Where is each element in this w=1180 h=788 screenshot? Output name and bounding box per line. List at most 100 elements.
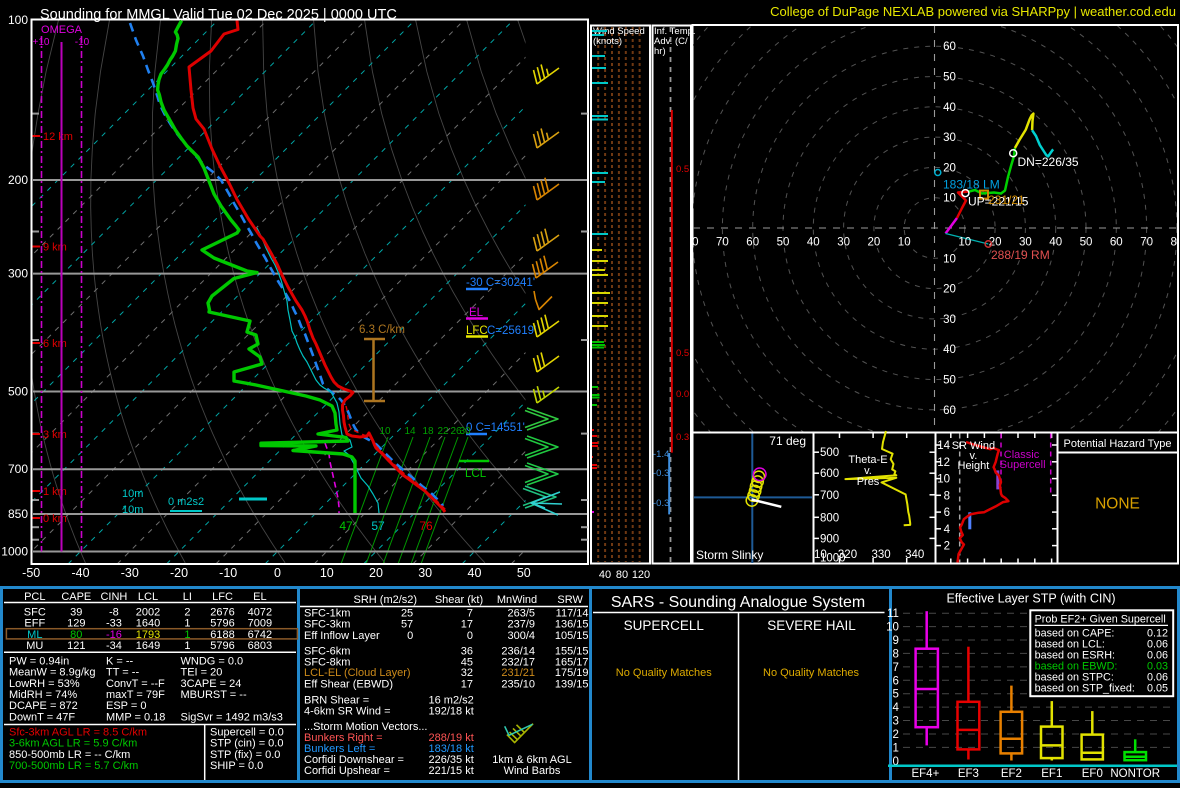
svg-text:-33: -33	[106, 618, 122, 630]
svg-text:SUPERCELL: SUPERCELL	[624, 618, 705, 633]
svg-text:7009: 7009	[248, 618, 272, 630]
svg-text:320: 320	[838, 549, 857, 561]
svg-text:14: 14	[404, 426, 416, 437]
svg-text:50: 50	[517, 566, 531, 580]
svg-text:18: 18	[422, 426, 434, 437]
svg-text:40: 40	[599, 569, 611, 581]
svg-text:SigSvr = 1492 m3/s3: SigSvr = 1492 m3/s3	[181, 711, 283, 723]
svg-text:10: 10	[958, 237, 971, 249]
svg-text:Sfc-3km AGL LR = 8.5 C/km: Sfc-3km AGL LR = 8.5 C/km	[9, 727, 147, 739]
svg-text:LFC: LFC	[212, 591, 233, 603]
svg-text:40: 40	[943, 102, 956, 114]
svg-text:SRH (m2/s2): SRH (m2/s2)	[354, 594, 418, 606]
svg-text:50: 50	[943, 375, 956, 387]
svg-text:10: 10	[898, 237, 911, 249]
svg-text:Eff Inflow Layer: Eff Inflow Layer	[304, 630, 380, 642]
svg-text:1000: 1000	[1, 545, 28, 559]
svg-text:6: 6	[892, 675, 898, 687]
svg-text:70: 70	[716, 237, 729, 249]
svg-text:Shear (kt): Shear (kt)	[435, 594, 483, 606]
svg-text:5796: 5796	[210, 618, 234, 630]
svg-text:10: 10	[320, 566, 334, 580]
svg-text:47: 47	[339, 519, 353, 533]
svg-text:NONE: NONE	[1095, 496, 1140, 513]
svg-text:0.05: 0.05	[1147, 682, 1168, 694]
svg-text:10m: 10m	[122, 504, 143, 516]
svg-text:Storm Slinky: Storm Slinky	[696, 548, 763, 562]
svg-text:57: 57	[401, 619, 413, 631]
svg-text:192/18 kt: 192/18 kt	[429, 705, 474, 717]
svg-text:0.5: 0.5	[676, 164, 689, 175]
svg-text:LCL-EL (Cloud Layer): LCL-EL (Cloud Layer)	[304, 667, 411, 679]
svg-text:11: 11	[887, 608, 899, 620]
svg-text:-50: -50	[22, 566, 40, 580]
svg-text:700: 700	[820, 490, 839, 502]
svg-text:Corfidi Upshear =: Corfidi Upshear =	[304, 765, 390, 777]
svg-text:4: 4	[892, 702, 899, 714]
svg-text:Sounding for MMGL Valid Tue 0: Sounding for MMGL Valid Tue 02 Dec 2025 …	[40, 7, 397, 23]
svg-text:221/15 kt: 221/15 kt	[429, 765, 474, 777]
svg-text:4: 4	[944, 524, 951, 536]
svg-text:-34: -34	[106, 640, 122, 652]
svg-text:700-500mb LR = 5.7 C/km: 700-500mb LR = 5.7 C/km	[9, 760, 138, 772]
svg-text:-30: -30	[121, 566, 139, 580]
svg-text:850: 850	[8, 507, 28, 521]
svg-text:231/21: 231/21	[988, 193, 1025, 207]
svg-text:8: 8	[892, 648, 898, 660]
svg-text:3-6km AGL LR = 5.9 C/km: 3-6km AGL LR = 5.9 C/km	[9, 738, 137, 750]
svg-text:5796: 5796	[210, 640, 234, 652]
svg-text:10: 10	[943, 193, 956, 205]
svg-text:Bunkers Left =: Bunkers Left =	[304, 743, 375, 755]
svg-text:70: 70	[1140, 237, 1153, 249]
svg-text:DN=226/35: DN=226/35	[1018, 155, 1079, 169]
svg-text:LI: LI	[183, 591, 192, 603]
svg-text:SARS - Sounding Analogue Syste: SARS - Sounding Analogue System	[611, 594, 865, 611]
svg-text:80: 80	[616, 569, 628, 581]
svg-text:-0.3: -0.3	[653, 468, 669, 479]
svg-text:TEI = 20: TEI = 20	[181, 667, 223, 679]
svg-text:6: 6	[944, 507, 950, 519]
svg-text:30: 30	[837, 237, 850, 249]
svg-text:40: 40	[807, 237, 820, 249]
svg-text:0 km: 0 km	[43, 513, 67, 525]
svg-text:1640: 1640	[136, 618, 160, 630]
svg-text:EF2: EF2	[1001, 768, 1022, 780]
svg-text:+10: +10	[33, 37, 50, 48]
svg-text:0 m2s2: 0 m2s2	[168, 496, 204, 508]
svg-text:50: 50	[777, 237, 790, 249]
svg-text:105/15: 105/15	[555, 630, 589, 642]
svg-text:TT = --: TT = --	[106, 667, 139, 679]
svg-text:136/15: 136/15	[555, 619, 589, 631]
svg-text:12: 12	[937, 457, 950, 469]
svg-text:3 km: 3 km	[43, 429, 67, 441]
svg-text:MnWind: MnWind	[497, 594, 537, 606]
svg-text:100: 100	[8, 13, 28, 27]
svg-text:College of DuPage NEXLAB power: College of DuPage NEXLAB powered via SHA…	[770, 4, 1176, 19]
svg-text:0: 0	[407, 630, 413, 642]
svg-text:OMEGA: OMEGA	[41, 24, 83, 36]
svg-text:0 C=14551': 0 C=14551'	[466, 422, 525, 434]
svg-text:-10: -10	[219, 566, 237, 580]
svg-text:71 deg: 71 deg	[769, 434, 806, 448]
svg-text:MMP = 0.18: MMP = 0.18	[106, 711, 165, 723]
svg-text:EF4+: EF4+	[911, 768, 939, 780]
svg-text:300/4: 300/4	[507, 630, 535, 642]
svg-text:MU: MU	[26, 640, 43, 652]
svg-text:0.3: 0.3	[676, 432, 689, 443]
svg-text:32: 32	[461, 667, 473, 679]
svg-text:30: 30	[943, 132, 956, 144]
svg-text:EL: EL	[253, 591, 266, 603]
svg-text:C=25619': C=25619'	[487, 325, 536, 337]
svg-text:SHIP = 0.0: SHIP = 0.0	[210, 760, 263, 772]
svg-text:60: 60	[943, 41, 956, 53]
svg-text:60: 60	[1110, 237, 1123, 249]
svg-text:LCL: LCL	[465, 468, 487, 480]
svg-text:20: 20	[369, 566, 383, 580]
svg-text:10: 10	[379, 426, 391, 437]
svg-text:700: 700	[8, 462, 28, 476]
svg-text:SRW: SRW	[557, 594, 583, 606]
svg-text:6.3 C/km: 6.3 C/km	[359, 324, 405, 336]
svg-text:600: 600	[820, 468, 839, 480]
svg-text:WNDG = 0.0: WNDG = 0.0	[181, 656, 244, 668]
svg-text:1649: 1649	[136, 640, 160, 652]
